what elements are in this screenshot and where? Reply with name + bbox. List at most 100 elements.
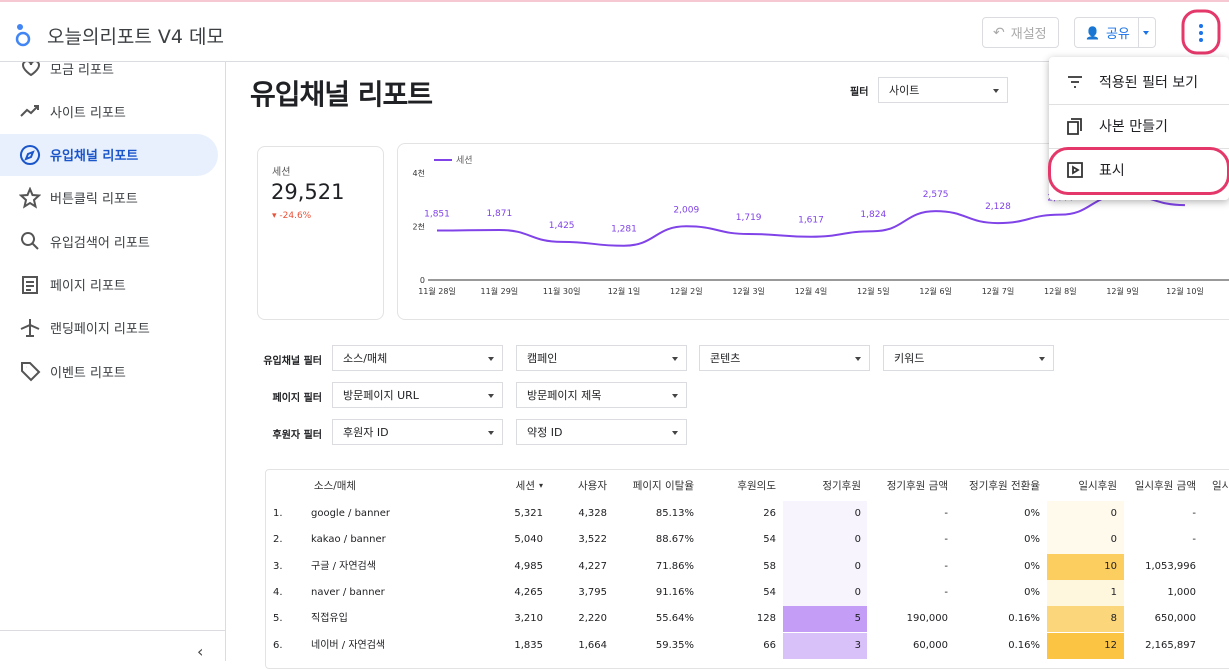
data-label: 1,824 [860, 210, 886, 220]
table-cell: 91.16% [655, 586, 694, 598]
table-cell: 1,053,996 [1145, 560, 1196, 572]
table-cell: 0% [1024, 586, 1040, 598]
table-cell: - [1192, 508, 1196, 519]
x-tick-label: 12월 4일 [795, 286, 828, 296]
table-cell: - [944, 586, 948, 598]
share-dropdown[interactable] [1138, 18, 1155, 47]
table-cell: 5 [854, 613, 861, 625]
table-cell: 2,220 [578, 613, 607, 625]
chart-card [397, 143, 1229, 320]
table-cell: 8 [1110, 613, 1117, 625]
report-title: 오늘의리포트 V4 데모 [47, 26, 225, 48]
menu-item[interactable]: 적용된 필터 보기 [1049, 60, 1229, 103]
collapse-button[interactable]: ‹ [197, 642, 204, 661]
data-label: 2,128 [985, 202, 1011, 212]
table-cell: 0 [854, 586, 861, 598]
line-chart: 세션 0 2천 4천 11월 28일 11월 29일 11월 30일 12월 1일 12월 2일… [413, 155, 1229, 296]
nav-item[interactable]: 랜딩페이지 리포트 [0, 307, 218, 349]
table-cell: 4,265 [514, 586, 543, 598]
menu-icon [1067, 161, 1083, 178]
x-tick-label: 12월 8일 [1044, 286, 1077, 296]
filter-select[interactable]: 방문페이지 URL [332, 382, 503, 408]
table-cell: 4,227 [578, 560, 607, 572]
scorecard-change: ▾ -24.6% [272, 211, 312, 221]
nav-label: 모금 리포트 [50, 62, 114, 78]
table-cell: 128 [756, 613, 776, 625]
table-cell: 3,795 [578, 586, 607, 598]
nav-label: 버튼클릭 리포트 [50, 192, 138, 208]
filter-select[interactable]: 캠페인 [516, 345, 687, 371]
more-button[interactable] [1180, 9, 1222, 55]
change-value: -24.6% [279, 211, 312, 221]
table-cell: 58 [763, 560, 776, 572]
table-cell: 4. [273, 586, 283, 598]
nav-item[interactable]: 유입검색어 리포트 [0, 220, 218, 262]
reset-button[interactable]: ↶ 재설정 [982, 17, 1059, 48]
nav-label: 유입채널 리포트 [50, 149, 139, 165]
table-cell: 0 [854, 508, 861, 519]
column-header: 소스/매체 [313, 480, 357, 492]
icon-path [1067, 117, 1082, 135]
column-header: 일시 [1212, 480, 1229, 492]
table-cell: 5. [273, 613, 283, 625]
filter-select[interactable]: 키워드 [883, 345, 1054, 371]
page-title: 유입채널 리포트 [250, 78, 433, 111]
data-label: 1,851 [424, 209, 450, 219]
menu-item[interactable]: 표시 [1049, 148, 1229, 191]
table-cell: 26 [763, 508, 776, 519]
table-cell: 0 [1110, 508, 1117, 519]
column-header: 일시후원 [1078, 480, 1117, 492]
scorecard-value: 29,521 [271, 180, 345, 204]
scorecard-label: 세션 [272, 167, 291, 178]
table-cell: 55.64% [655, 613, 694, 625]
share-button[interactable]: 👤 공유 [1074, 17, 1156, 48]
nav-item[interactable]: 유입채널 리포트 [0, 133, 218, 176]
table-cell: 0.16% [1008, 613, 1040, 625]
nav-label: 이벤트 리포트 [50, 365, 126, 381]
heat-cell [783, 501, 867, 528]
table-cell: 4,328 [578, 508, 607, 519]
filter-select[interactable]: 소스/매체 [332, 345, 503, 371]
nav-label: 유입검색어 리포트 [50, 235, 150, 251]
nav-item[interactable]: 모금 리포트 [0, 62, 218, 89]
data-label: 2,009 [673, 205, 699, 215]
scorecard: 세션 29,521 ▾ -24.6% [257, 146, 384, 320]
table-cell: 5,321 [514, 508, 543, 519]
filter-select[interactable]: 방문페이지 제목 [516, 382, 687, 408]
table-cell: 2,165,897 [1145, 639, 1196, 651]
nav-icon [21, 362, 41, 382]
column-header: 정기후원 금액 [886, 480, 948, 492]
table-cell: 0% [1024, 534, 1040, 546]
table-cell: 1,664 [578, 639, 607, 651]
data-label: 1,425 [549, 221, 575, 231]
table-cell: 0% [1024, 508, 1040, 519]
heat-cell [1047, 553, 1124, 580]
highlight-ring [1048, 147, 1229, 195]
column-header: 정기후원 [822, 480, 861, 492]
column-header: 일시후원 금액 [1134, 480, 1196, 492]
share-label: 공유 [1105, 27, 1130, 42]
nav-item[interactable]: 이벤트 리포트 [0, 350, 218, 392]
table-cell: kakao / banner [311, 534, 386, 546]
y-tick-label: 4천 [413, 168, 425, 178]
nav-icon [19, 186, 41, 209]
menu-item[interactable]: 사본 만들기 [1049, 104, 1229, 147]
table-cell: 71.86% [655, 560, 694, 572]
filter-select[interactable]: 콘텐츠 [699, 345, 870, 371]
filter-row-label: 후원자 필터 [272, 430, 322, 441]
heat-cell [1047, 501, 1124, 528]
site-filter[interactable]: 사이트 [878, 77, 1008, 103]
nav-item[interactable]: 버튼클릭 리포트 [0, 177, 218, 219]
table-cell: 3,210 [514, 613, 543, 625]
table-cell: naver / banner [311, 586, 385, 598]
table-cell: 2. [273, 534, 283, 546]
filter-select[interactable]: 약정 ID [516, 419, 687, 445]
data-label: 1,871 [486, 209, 512, 219]
icon-path [20, 105, 39, 118]
nav-item[interactable]: 페이지 리포트 [0, 264, 218, 306]
top-bar: 오늘의리포트 V4 데모 ↶ 재설정 👤 공유 [0, 0, 1229, 62]
filter-select[interactable]: 후원자 ID [332, 419, 503, 445]
nav-item[interactable]: 사이트 리포트 [0, 90, 218, 132]
